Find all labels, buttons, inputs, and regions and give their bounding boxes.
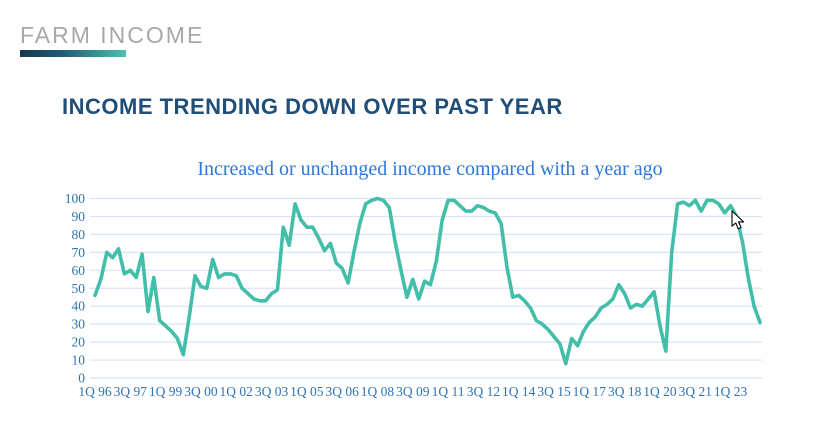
x-axis-label: 3Q 21 <box>679 384 712 399</box>
x-axis-label: 3Q 00 <box>184 384 218 399</box>
page-title: INCOME TRENDING DOWN OVER PAST YEAR <box>62 94 563 119</box>
x-axis-label: 3Q 15 <box>537 384 571 399</box>
y-axis-label: 80 <box>72 227 86 242</box>
y-axis-label: 90 <box>72 209 86 224</box>
x-axis-label: 1Q 20 <box>643 384 677 399</box>
y-axis-label: 10 <box>72 353 86 368</box>
mouse-cursor[interactable] <box>731 210 746 231</box>
x-axis-label: 1Q 08 <box>361 384 395 399</box>
x-axis-label: 3Q 12 <box>467 384 500 399</box>
x-axis-label: 1Q 05 <box>290 384 324 399</box>
x-axis-label: 3Q 18 <box>608 384 642 399</box>
y-axis-label: 20 <box>72 335 86 350</box>
x-axis-label: 1Q 02 <box>220 384 253 399</box>
y-axis-label: 50 <box>72 281 86 296</box>
y-axis-label: 70 <box>72 245 86 260</box>
income-series-line <box>93 196 762 366</box>
x-axis-label: 3Q 09 <box>396 384 430 399</box>
x-axis-label: 1Q 11 <box>432 384 465 399</box>
y-axis-label: 30 <box>72 317 86 332</box>
y-axis-label: 100 <box>65 191 86 206</box>
y-axis-label: 40 <box>72 299 86 314</box>
x-axis-label: 3Q 97 <box>114 384 148 399</box>
section-title: FARM INCOME <box>20 22 205 48</box>
x-axis-label: 3Q 06 <box>325 384 359 399</box>
y-axis-label: 0 <box>78 371 85 386</box>
section-title-underline <box>20 50 126 57</box>
x-axis-label: 1Q 99 <box>149 384 183 399</box>
x-axis-label: 3Q 03 <box>255 384 289 399</box>
y-axis-label: 60 <box>72 263 86 278</box>
x-axis-label: 1Q 14 <box>502 384 536 399</box>
x-axis-label: 1Q 96 <box>78 384 112 399</box>
x-axis-label: 1Q 17 <box>573 384 607 399</box>
x-axis-label: 1Q 23 <box>714 384 748 399</box>
chart-title: Increased or unchanged income compared w… <box>197 158 663 180</box>
